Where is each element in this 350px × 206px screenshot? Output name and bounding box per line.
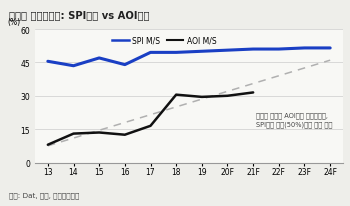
Y-axis label: (%): (%) [7,18,20,27]
Text: 고영의 시장점유율: SPI장비 vs AOI장비: 고영의 시장점유율: SPI장비 vs AOI장비 [9,10,149,20]
Legend: SPI M/S, AOI M/S: SPI M/S, AOI M/S [109,34,220,49]
Text: 자료: Dat, 고영, 신한금융투자: 자료: Dat, 고영, 신한금융투자 [9,192,79,198]
Text: 중장기 적으로 AOI장비 시장점유율,
SPI장비 수준(50%)으로 상승 전망: 중장기 적으로 AOI장비 시장점유율, SPI장비 수준(50%)으로 상승 … [256,112,332,128]
